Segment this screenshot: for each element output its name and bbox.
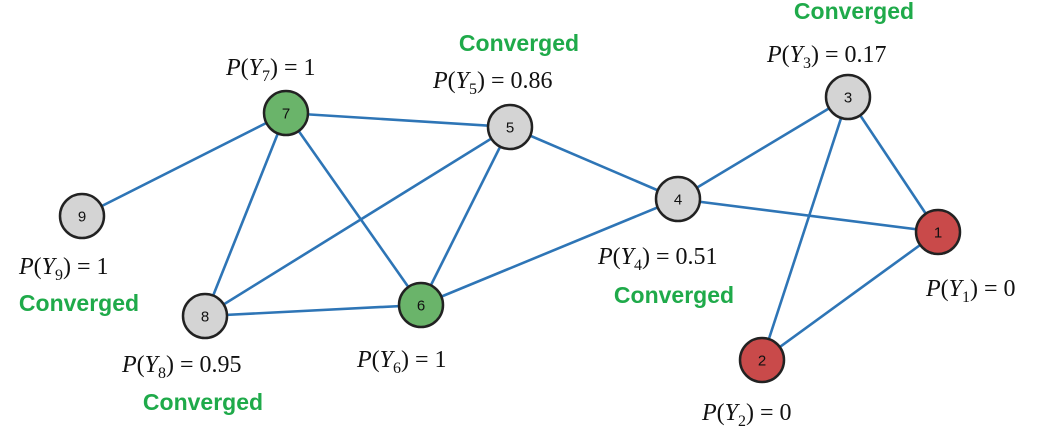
node-5: 5 bbox=[486, 103, 534, 151]
node-8: 8 bbox=[181, 292, 229, 340]
status-label-5: Converged bbox=[459, 30, 579, 56]
node-6: 6 bbox=[397, 281, 445, 329]
node-id-label: 7 bbox=[282, 106, 290, 123]
node-id-label: 2 bbox=[758, 353, 766, 370]
status-label-4: Converged bbox=[614, 282, 734, 308]
edges bbox=[81, 95, 940, 362]
node-circle-9 bbox=[58, 192, 106, 240]
node-id-label: 1 bbox=[934, 225, 942, 242]
edge-4-3 bbox=[677, 95, 849, 201]
node-id-label: 4 bbox=[674, 192, 682, 209]
node-id-label: 3 bbox=[844, 90, 852, 107]
probability-label-7: P(Y7) = 1 bbox=[225, 55, 316, 85]
edge-7-5 bbox=[285, 111, 511, 129]
labels: P(Y1) = 0 P(Y2) = 0 P(Y3) = 0.17 Converged P… bbox=[18, 0, 1016, 430]
probability-label-1: P(Y1) = 0 bbox=[925, 276, 1016, 306]
node-9: 9 bbox=[58, 192, 106, 240]
probability-label-2: P(Y2) = 0 bbox=[701, 400, 792, 430]
edge-8-6 bbox=[204, 303, 422, 318]
probability-label-3: P(Y3) = 0.17 bbox=[766, 42, 887, 72]
edge-5-6 bbox=[419, 126, 512, 306]
edge-7-8 bbox=[203, 112, 288, 317]
edge-5-4 bbox=[509, 125, 679, 201]
probability-label-6: P(Y6) = 1 bbox=[356, 347, 447, 377]
node-circle-7 bbox=[262, 89, 310, 137]
probability-label-9: P(Y9) = 1 bbox=[18, 254, 109, 284]
edge-9-7 bbox=[81, 111, 287, 218]
node-circle-1 bbox=[914, 208, 962, 256]
node-1: 1 bbox=[914, 208, 962, 256]
node-3: 3 bbox=[824, 73, 872, 121]
edge-3-1 bbox=[846, 96, 940, 233]
probability-label-5: P(Y5) = 0.86 bbox=[432, 68, 553, 98]
node-id-label: 8 bbox=[201, 309, 209, 326]
node-id-label: 5 bbox=[506, 120, 514, 137]
nodes: 1 2 3 4 5 6 7 8 9 bbox=[58, 73, 962, 384]
status-label-8: Converged bbox=[143, 389, 263, 415]
node-id-label: 6 bbox=[417, 298, 425, 315]
node-circle-6 bbox=[397, 281, 445, 329]
edge-3-2 bbox=[760, 96, 850, 361]
edge-6-4 bbox=[420, 197, 679, 307]
status-label-9: Converged bbox=[19, 290, 139, 316]
node-7: 7 bbox=[262, 89, 310, 137]
node-2: 2 bbox=[738, 336, 786, 384]
node-circle-4 bbox=[654, 175, 702, 223]
status-label-3: Converged bbox=[794, 0, 914, 24]
node-id-label: 9 bbox=[78, 209, 86, 226]
probability-label-8: P(Y8) = 0.95 bbox=[121, 352, 242, 382]
edge-5-8 bbox=[204, 125, 511, 318]
edge-2-1 bbox=[761, 230, 939, 362]
node-circle-8 bbox=[181, 292, 229, 340]
node-circle-3 bbox=[824, 73, 872, 121]
edge-7-6 bbox=[284, 112, 423, 306]
node-circle-2 bbox=[738, 336, 786, 384]
probability-label-4: P(Y4) = 0.51 bbox=[597, 244, 718, 274]
node-circle-5 bbox=[486, 103, 534, 151]
node-4: 4 bbox=[654, 175, 702, 223]
